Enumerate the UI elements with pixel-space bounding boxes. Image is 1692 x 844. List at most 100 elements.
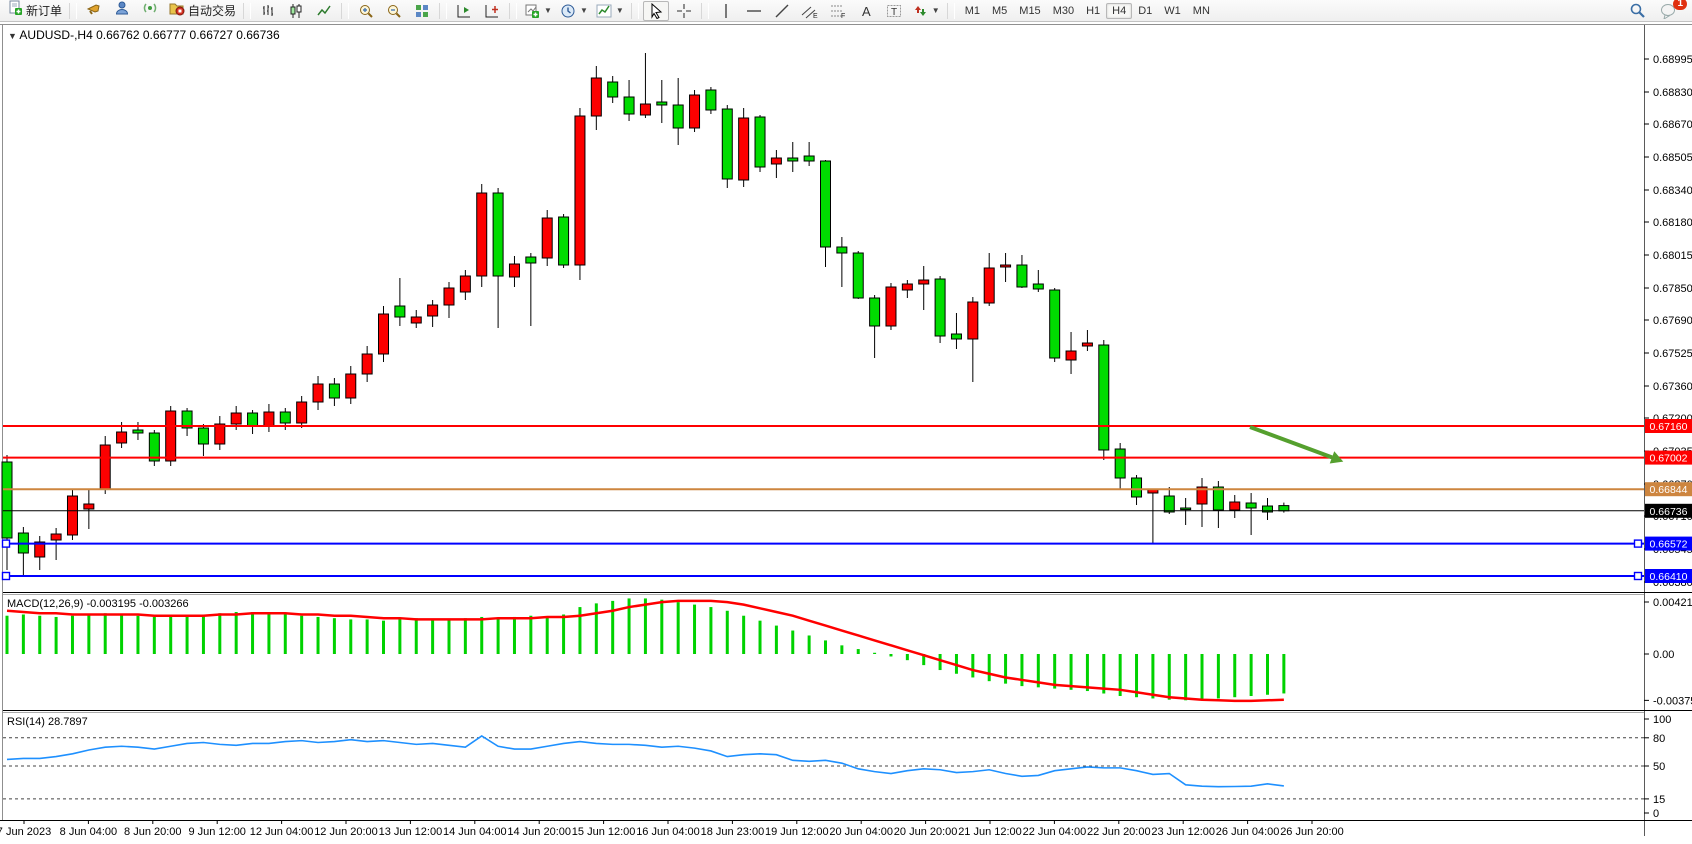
candle-body xyxy=(378,313,390,355)
candle-body xyxy=(312,383,324,403)
svg-text:F: F xyxy=(841,13,845,19)
svg-text:14 Jun 20:00: 14 Jun 20:00 xyxy=(507,826,571,838)
crosshair-button[interactable] xyxy=(671,1,697,21)
symbol-dropdown-icon[interactable]: ▼ xyxy=(8,31,20,41)
price-axis[interactable]: 0.68995 0.68830 0.68670 0.68505 0.68340 0.681… xyxy=(1644,54,1692,820)
line-chart-button[interactable] xyxy=(311,1,337,21)
timeframe-button-M1[interactable]: M1 xyxy=(964,4,980,17)
candle-body xyxy=(639,103,651,116)
vertical-line-tool[interactable] xyxy=(713,1,739,21)
svg-text:0.67002: 0.67002 xyxy=(1650,453,1688,465)
svg-text:0.67525: 0.67525 xyxy=(1653,348,1692,360)
chevron-down-icon: ▼ xyxy=(931,6,940,15)
horizontal-lines[interactable]: 0.67160 0.67002 0.66844 0.66736 0.66572 0.664… xyxy=(1,419,1692,583)
chart-window[interactable]: 0.68995 0.68830 0.68670 0.68505 0.68340 0.681… xyxy=(0,22,1692,844)
candle-body xyxy=(983,267,995,304)
svg-text:-0.003755: -0.003755 xyxy=(1653,695,1692,707)
indicators-button[interactable]: ▼ xyxy=(593,1,627,21)
candle-body xyxy=(66,495,78,536)
candle-body xyxy=(1131,477,1143,498)
search-button[interactable] xyxy=(1624,1,1650,21)
svg-text:18 Jun 23:00: 18 Jun 23:00 xyxy=(701,826,765,838)
zoom-in-button[interactable] xyxy=(353,1,379,21)
horizontal-line-tool[interactable] xyxy=(741,1,767,21)
svg-text:26 Jun 04:00: 26 Jun 04:00 xyxy=(1216,826,1280,838)
timeframe-button-M30[interactable]: M30 xyxy=(1052,4,1075,17)
candle-body xyxy=(1081,342,1093,347)
text-label-tool[interactable]: T xyxy=(881,1,907,21)
notifications-button[interactable]: 1 xyxy=(1656,0,1687,21)
candle-body xyxy=(247,412,259,427)
separator xyxy=(630,2,639,19)
fibonacci-tool[interactable]: F xyxy=(825,1,851,21)
candle-body xyxy=(574,115,586,266)
auto-scroll-button[interactable] xyxy=(451,1,477,21)
candle-body xyxy=(508,263,520,278)
line-handle xyxy=(1,571,11,581)
chart-canvas[interactable]: 0.68995 0.68830 0.68670 0.68505 0.68340 0.681… xyxy=(0,22,1692,844)
trend-arrow[interactable] xyxy=(1249,425,1333,460)
alerts-button[interactable] xyxy=(81,1,107,21)
timeframe-button-W1[interactable]: W1 xyxy=(1164,4,1181,17)
candle-body xyxy=(803,155,815,162)
svg-text:100: 100 xyxy=(1653,714,1671,726)
svg-text:0.67850: 0.67850 xyxy=(1653,283,1692,295)
candle-body xyxy=(116,431,128,444)
candles xyxy=(1,53,1290,575)
svg-text:22 Jun 04:00: 22 Jun 04:00 xyxy=(1023,826,1087,838)
svg-text:0.66572: 0.66572 xyxy=(1650,539,1688,551)
svg-text:0.68505: 0.68505 xyxy=(1653,152,1692,164)
community-button[interactable] xyxy=(109,1,135,21)
candle-body xyxy=(1065,350,1077,361)
periods-button[interactable]: ▼ xyxy=(557,1,591,21)
candle-body xyxy=(901,283,913,291)
svg-text:12 Jun 04:00: 12 Jun 04:00 xyxy=(250,826,314,838)
price-badge xyxy=(1645,536,1692,551)
arrows-tool[interactable]: ▼ xyxy=(909,1,943,21)
candle-body xyxy=(165,410,177,462)
candle-body xyxy=(787,157,799,162)
timeframe-button-M5[interactable]: M5 xyxy=(992,4,1008,17)
candle-body xyxy=(99,444,111,490)
candle-body xyxy=(50,533,62,541)
candle-body xyxy=(541,217,553,259)
candle-body xyxy=(934,278,946,337)
candle-body xyxy=(869,297,881,327)
chart-shift-button[interactable] xyxy=(479,1,505,21)
candle-body xyxy=(83,503,95,510)
autotrade-button[interactable]: 自动交易 xyxy=(165,1,239,21)
timeframe-button-MN[interactable]: MN xyxy=(1192,4,1210,17)
bar-chart-button[interactable] xyxy=(255,1,281,21)
timeframe-button-D1[interactable]: D1 xyxy=(1138,4,1153,17)
candle-body xyxy=(607,81,619,98)
candle-body xyxy=(443,287,455,306)
candle-body xyxy=(950,333,962,340)
trendline-tool[interactable] xyxy=(769,1,795,21)
signals-button[interactable] xyxy=(137,1,163,21)
svg-text:0.68015: 0.68015 xyxy=(1653,250,1692,262)
tile-windows-button[interactable] xyxy=(409,1,435,21)
zoom-out-button[interactable] xyxy=(381,1,407,21)
timeframe-button-H1[interactable]: H1 xyxy=(1086,4,1101,17)
svg-text:15 Jun 12:00: 15 Jun 12:00 xyxy=(572,826,636,838)
autotrade-icon xyxy=(168,0,185,21)
equidistant-channel-tool[interactable]: E xyxy=(797,1,823,21)
new-chart-button[interactable]: ▼ xyxy=(521,1,555,21)
candlestick-chart-button[interactable] xyxy=(283,1,309,21)
svg-text:7 Jun 2023: 7 Jun 2023 xyxy=(0,826,51,838)
candle-body xyxy=(1278,505,1290,512)
candle-body xyxy=(558,216,570,266)
candle-body xyxy=(705,89,717,111)
timeframe-button-M15[interactable]: M15 xyxy=(1019,4,1041,17)
timeframe-button-H4[interactable]: H4 xyxy=(1106,2,1133,19)
chart-title[interactable]: ▼ AUDUSD-,H4 0.66762 0.66777 0.66727 0.6… xyxy=(8,28,280,42)
cursor-button[interactable] xyxy=(642,0,669,21)
candle-body xyxy=(770,157,782,165)
time-axis[interactable]: 7 Jun 2023 8 Jun 04:00 8 Jun 20:00 9 Jun 12… xyxy=(0,821,1344,838)
ohlc-values: 0.66762 0.66777 0.66727 0.66736 xyxy=(96,28,280,42)
candle-body xyxy=(1261,505,1273,513)
svg-text:8 Jun 20:00: 8 Jun 20:00 xyxy=(124,826,182,838)
new-order-button[interactable]: 新订单 xyxy=(4,0,65,21)
text-tool[interactable]: A xyxy=(853,1,879,21)
svg-text:12 Jun 20:00: 12 Jun 20:00 xyxy=(314,826,378,838)
